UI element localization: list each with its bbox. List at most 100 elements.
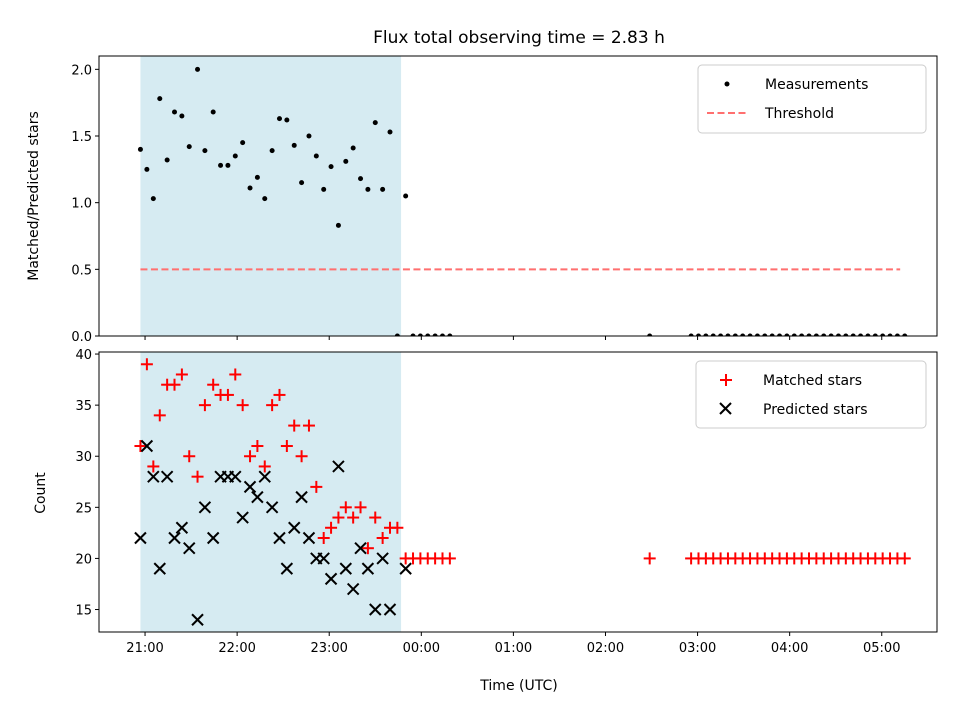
measurement-point [306, 133, 312, 139]
predicted-point [236, 511, 249, 524]
measurement-point [813, 333, 819, 336]
legend-measurements-label: Measurements [765, 77, 868, 93]
measurement-point [179, 113, 185, 119]
measurement-point [718, 333, 724, 336]
measurement-point [372, 120, 378, 126]
measurement-point [225, 162, 231, 168]
measurement-point [313, 153, 319, 159]
legend-predicted-marker [719, 402, 732, 415]
measurement-point [240, 140, 246, 146]
axes-frame [98, 55, 938, 337]
measurement-point [880, 333, 886, 336]
measurement-point [335, 222, 341, 228]
measurement-point [762, 333, 768, 336]
matched-point [643, 552, 656, 565]
measurement-point [725, 333, 731, 336]
y-tick-label: 25 [75, 501, 92, 516]
predicted-point [206, 531, 220, 545]
y-tick-label: 0.5 [71, 263, 92, 278]
matched-point [310, 480, 323, 493]
measurement-point [843, 333, 849, 336]
measurement-point [799, 333, 805, 336]
measurement-point [262, 196, 268, 202]
predicted-point [317, 552, 330, 565]
measurement-point [254, 174, 260, 180]
predicted-point [183, 541, 196, 555]
matched-point [317, 531, 330, 544]
predicted-point [346, 582, 360, 596]
matched-point [147, 460, 160, 473]
plot-area [134, 358, 911, 626]
x-tick-label: 00:00 [403, 641, 440, 656]
measurement-point [747, 333, 753, 336]
predicted-point [265, 501, 279, 514]
predicted-point [191, 613, 204, 626]
ratio-panel: Matched/Predicted stars 0.0 0.5 1.0 1.5 2.0 [26, 55, 938, 345]
legend-threshold-label: Threshold [764, 106, 834, 122]
predicted-point [354, 541, 367, 555]
y-tick-label: 0.0 [71, 330, 92, 345]
measurement-point [321, 186, 327, 192]
matched-point [207, 378, 220, 391]
matched-point [369, 511, 382, 524]
measurement-point [232, 153, 238, 159]
measurement-point [387, 129, 393, 135]
predicted-point [258, 470, 271, 483]
measurement-point [410, 333, 416, 336]
predicted-point [160, 470, 174, 483]
measurement-point [350, 145, 356, 151]
matched-point [168, 378, 181, 391]
measurement-point [137, 146, 143, 152]
predicted-point [369, 603, 382, 616]
measurement-point [425, 333, 431, 336]
predicted-point [273, 531, 286, 545]
matched-point [221, 388, 234, 401]
measurement-point [835, 333, 841, 336]
predicted-point [332, 460, 345, 473]
measurement-point [439, 333, 445, 336]
matched-point [175, 368, 188, 381]
measurement-point [710, 333, 716, 336]
x-tick-label: 05:00 [863, 641, 900, 656]
legend-measurements-marker [724, 81, 730, 87]
predicted-point [175, 521, 189, 534]
matched-point [198, 399, 211, 412]
predicted-point [376, 552, 389, 565]
measurement-point [703, 333, 709, 336]
measurement-point [647, 333, 653, 336]
measurement-point [850, 333, 856, 336]
y-tick-label: 35 [75, 399, 92, 414]
predicted-point [399, 562, 412, 575]
measurement-point [858, 333, 864, 336]
measurement-point [150, 196, 156, 202]
measurement-point [902, 333, 908, 336]
matched-point [288, 419, 301, 432]
y-tick-label: 1.5 [71, 130, 92, 145]
measurement-point [791, 333, 797, 336]
predicted-point [168, 531, 181, 545]
measurement-point [754, 333, 760, 336]
measurement-point [343, 158, 349, 164]
plot-area [137, 66, 908, 336]
matched-point [295, 450, 308, 463]
matched-point [376, 531, 389, 544]
measurement-point [828, 333, 834, 336]
matched-point [273, 388, 286, 401]
measurement-point [157, 96, 163, 102]
predicted-point [295, 490, 308, 504]
measurement-point [872, 333, 878, 336]
matched-point [258, 460, 271, 473]
predicted-point [243, 480, 257, 494]
measurement-point [777, 333, 783, 336]
matched-point [332, 511, 345, 524]
x-tick-label: 03:00 [679, 641, 716, 656]
measurement-point [432, 333, 438, 336]
matched-point [361, 542, 374, 555]
predicted-point [280, 562, 294, 575]
y-tick-label: 15 [75, 604, 92, 619]
predicted-point [229, 470, 242, 483]
measurement-point [821, 333, 827, 336]
measurement-point [688, 333, 694, 336]
ratio-legend: Measurements Threshold [697, 64, 927, 134]
